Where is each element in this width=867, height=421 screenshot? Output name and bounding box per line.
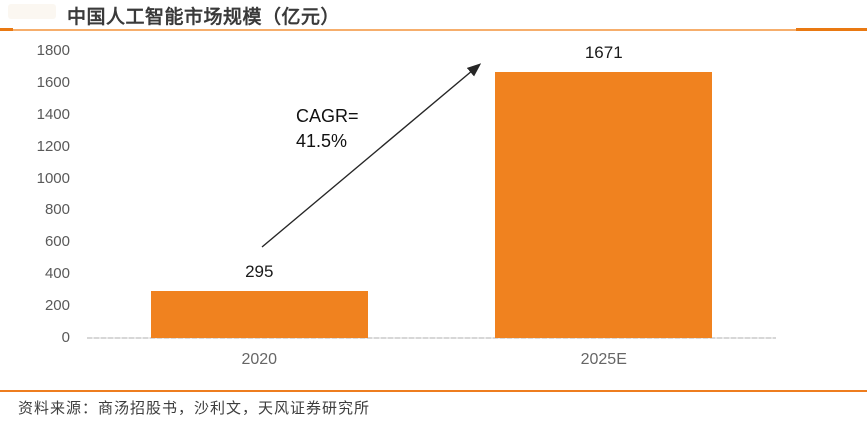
title-highlight (8, 4, 56, 19)
header-rule (0, 29, 867, 31)
x-axis-category-label: 2020 (241, 351, 278, 368)
bar-value-label: 1671 (584, 42, 623, 62)
y-axis-tick-label: 1600 (36, 73, 70, 91)
source-note: 资料来源：商汤招股书，沙利文，天风证券研究所 (18, 400, 371, 417)
y-axis-tick-label: 0 (61, 329, 70, 346)
cagr-value: 41.5% (296, 131, 348, 151)
bar-value-label: 295 (245, 261, 274, 281)
y-axis-tick-label: 800 (44, 201, 70, 219)
x-axis-category-label: 2025E (580, 351, 627, 368)
y-axis-tick-label: 200 (44, 297, 70, 315)
x-axis-line (87, 337, 776, 339)
y-axis-tick-label: 600 (44, 233, 70, 251)
y-axis-tick-label: 1400 (36, 105, 70, 123)
footer-rule (0, 390, 867, 392)
bar-2020 (150, 290, 368, 338)
chart-title: 中国人工智能市场规模（亿元） (67, 7, 341, 28)
y-axis-tick-label: 1800 (36, 42, 70, 59)
y-axis-tick-label: 400 (44, 265, 70, 283)
y-axis-tick-label: 1200 (36, 137, 70, 155)
header-rule-accent-right (796, 28, 867, 31)
cagr-label: CAGR= (296, 106, 359, 126)
header-rule-accent-left (0, 28, 13, 31)
y-axis-tick-label: 1000 (36, 169, 70, 187)
cagr-annotation: CAGR= 41.5% (296, 104, 359, 154)
bar-2025E (495, 71, 713, 338)
